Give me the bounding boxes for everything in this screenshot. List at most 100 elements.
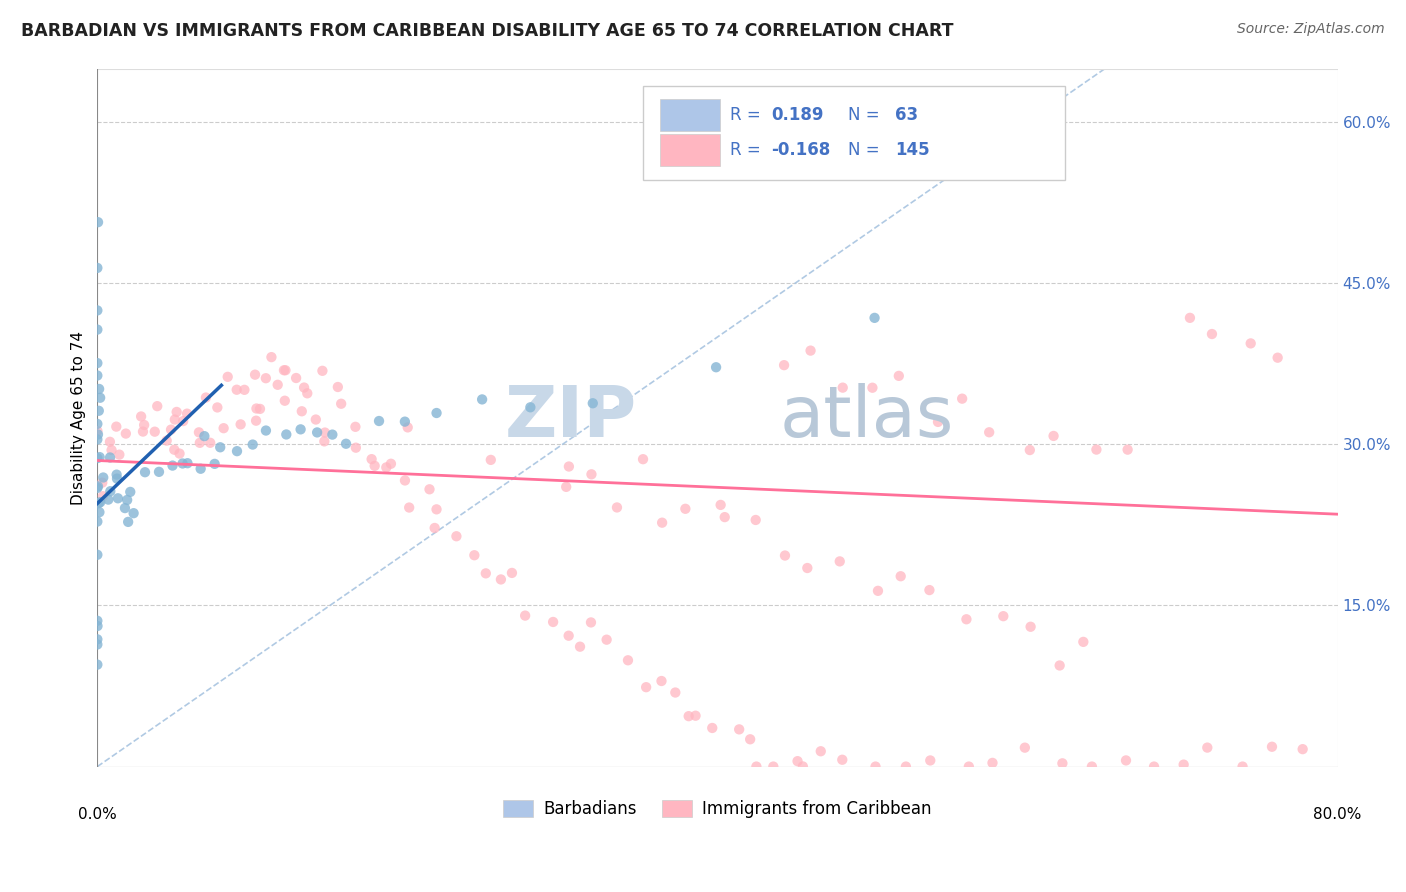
Point <box>786 754 808 768</box>
Point <box>91 489 114 503</box>
Point <box>955 612 977 626</box>
Point <box>828 554 851 568</box>
Point <box>685 708 707 723</box>
Point <box>515 608 537 623</box>
Point <box>98 434 121 449</box>
Point <box>86 632 108 647</box>
Text: 0.189: 0.189 <box>770 106 824 124</box>
Point <box>1267 351 1289 365</box>
Point <box>274 363 297 377</box>
Point <box>114 501 136 516</box>
Point <box>105 472 128 486</box>
Point <box>273 363 295 377</box>
Y-axis label: Disability Age 65 to 74: Disability Age 65 to 74 <box>72 331 86 505</box>
Text: 0.0%: 0.0% <box>77 807 117 822</box>
Point <box>86 356 108 370</box>
Point <box>89 450 111 464</box>
Point <box>1085 442 1108 457</box>
Point <box>314 434 336 449</box>
Point <box>176 456 198 470</box>
Text: 63: 63 <box>894 106 918 124</box>
Point <box>245 401 267 416</box>
Point <box>1115 753 1137 767</box>
Point <box>172 414 194 428</box>
Point <box>86 433 108 447</box>
Point <box>425 502 447 516</box>
Point <box>226 444 249 458</box>
Point <box>1197 740 1219 755</box>
FancyBboxPatch shape <box>661 134 720 166</box>
Point <box>1116 442 1139 457</box>
Point <box>86 614 108 628</box>
Point <box>105 419 128 434</box>
Point <box>86 515 108 529</box>
Point <box>163 442 186 457</box>
Point <box>865 759 887 773</box>
Point <box>115 493 138 508</box>
Point <box>305 412 328 426</box>
Text: BARBADIAN VS IMMIGRANTS FROM CARIBBEAN DISABILITY AGE 65 TO 74 CORRELATION CHART: BARBADIAN VS IMMIGRANTS FROM CARIBBEAN D… <box>21 22 953 40</box>
Point <box>398 500 420 515</box>
Point <box>762 759 785 773</box>
Point <box>105 467 128 482</box>
Point <box>368 414 391 428</box>
Point <box>134 417 156 432</box>
Point <box>1014 740 1036 755</box>
Point <box>557 629 579 643</box>
Point <box>120 484 142 499</box>
Point <box>1018 443 1040 458</box>
Point <box>475 566 498 581</box>
Point <box>810 744 832 758</box>
Point <box>209 440 232 454</box>
Point <box>664 685 686 699</box>
Point <box>260 350 283 364</box>
Point <box>396 420 419 434</box>
Point <box>344 441 367 455</box>
Text: 145: 145 <box>894 141 929 159</box>
Point <box>242 437 264 451</box>
Point <box>728 723 751 737</box>
Point <box>745 759 768 773</box>
Point <box>160 423 183 437</box>
Point <box>1261 739 1284 754</box>
Point <box>217 369 239 384</box>
Point <box>363 458 385 473</box>
Point <box>375 460 398 475</box>
Point <box>86 657 108 672</box>
Point <box>122 506 145 520</box>
Point <box>86 323 108 337</box>
Point <box>176 407 198 421</box>
Point <box>918 583 941 598</box>
Point <box>1049 658 1071 673</box>
Text: N =: N = <box>848 141 884 159</box>
Point <box>89 391 111 405</box>
Point <box>204 457 226 471</box>
Legend: Barbadians, Immigrants from Caribbean: Barbadians, Immigrants from Caribbean <box>496 793 938 824</box>
Point <box>489 573 512 587</box>
Point <box>254 371 277 385</box>
Point <box>285 371 308 385</box>
Point <box>1143 759 1166 773</box>
Point <box>254 424 277 438</box>
Point <box>276 427 298 442</box>
Point <box>425 406 447 420</box>
Point <box>582 396 605 410</box>
Point <box>979 425 1001 440</box>
Point <box>744 513 766 527</box>
Point <box>678 709 700 723</box>
Point <box>1232 759 1254 773</box>
Point <box>86 481 108 495</box>
Point <box>134 465 156 479</box>
Point <box>291 404 314 418</box>
Point <box>86 451 108 466</box>
Point <box>115 426 138 441</box>
Point <box>1178 310 1201 325</box>
Point <box>129 409 152 424</box>
Point <box>541 615 564 629</box>
Point <box>86 619 108 633</box>
Point <box>894 759 917 773</box>
Point <box>423 521 446 535</box>
Point <box>394 474 416 488</box>
Point <box>91 470 114 484</box>
Point <box>981 756 1004 770</box>
